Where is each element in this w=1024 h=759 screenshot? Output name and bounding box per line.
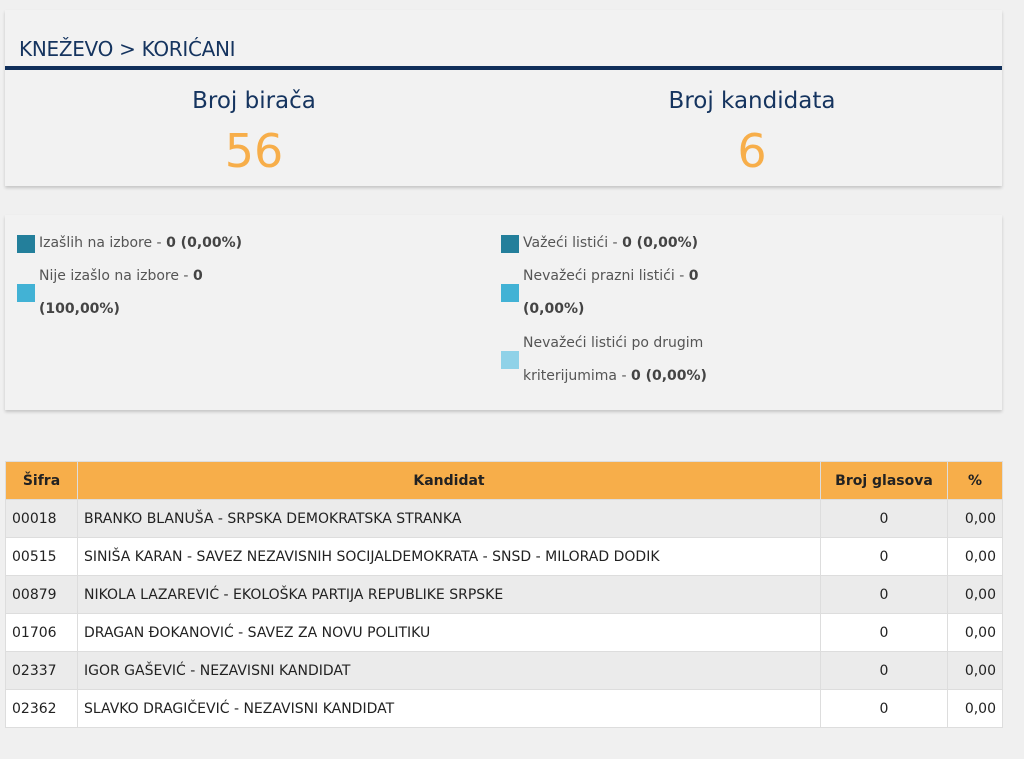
- cell-votes: 0: [820, 613, 948, 652]
- divider: [5, 66, 1002, 70]
- table-row: 00018 BRANKO BLANUŠA - SRPSKA DEMOKRATSKA…: [5, 499, 1003, 538]
- cell-percent: 0,00: [947, 537, 1003, 576]
- legend-label: Nevažeći listići po drugim kriterijumima…: [523, 335, 704, 384]
- legend-value: 0 (100,00%): [39, 268, 203, 317]
- col-code[interactable]: Šifra: [5, 461, 78, 500]
- legend-swatch: [501, 284, 519, 302]
- cell-code: 02362: [5, 689, 78, 728]
- legend-value: 0 (0,00%): [622, 235, 699, 251]
- cell-votes: 0: [820, 575, 948, 614]
- stat-label: Broj birača: [192, 88, 316, 114]
- cell-candidate: NIKOLA LAZAREVIĆ - EKOLOŠKA PARTIJA REPU…: [77, 575, 821, 614]
- legend-item: Nevažeći prazni listići - 0 (0,00%): [501, 260, 706, 326]
- legend-card: Izašlih na izbore - 0 (0,00%) Nije izašl…: [5, 215, 1002, 410]
- legend-value: 0 (0,00%): [630, 368, 707, 384]
- cell-percent: 0,00: [947, 651, 1003, 690]
- legend-label: Izašlih na izbore -: [39, 235, 167, 251]
- legend-label: Važeći listići -: [523, 235, 623, 251]
- cell-code: 01706: [5, 613, 78, 652]
- cell-candidate: DRAGAN ĐOKANOVIĆ - SAVEZ ZA NOVU POLITIK…: [77, 613, 821, 652]
- stat-value: 6: [737, 124, 767, 178]
- stat-voters: Broj birača 56: [5, 88, 503, 174]
- breadcrumb: KNEŽEVO > KORIĆANI: [19, 37, 236, 61]
- legend-item: Izašlih na izbore - 0 (0,00%): [17, 227, 267, 260]
- legend-value: 0 (0,00%): [523, 268, 699, 317]
- cell-votes: 0: [820, 537, 948, 576]
- legend-item: Nevažeći listići po drugim kriterijumima…: [501, 327, 731, 393]
- col-votes[interactable]: Broj glasova: [820, 461, 948, 500]
- cell-percent: 0,00: [947, 689, 1003, 728]
- cell-votes: 0: [820, 499, 948, 538]
- cell-code: 02337: [5, 651, 78, 690]
- cell-votes: 0: [820, 689, 948, 728]
- cell-code: 00879: [5, 575, 78, 614]
- cell-votes: 0: [820, 651, 948, 690]
- stat-label: Broj kandidata: [668, 88, 836, 114]
- stat-value: 56: [224, 124, 284, 178]
- table-row: 02362 SLAVKO DRAGIČEVIĆ - NEZAVISNI KANDI…: [5, 689, 1003, 728]
- cell-code: 00515: [5, 537, 78, 576]
- cell-percent: 0,00: [947, 613, 1003, 652]
- cell-candidate: IGOR GAŠEVIĆ - NEZAVISNI KANDIDAT: [77, 651, 821, 690]
- legend-label: Nevažeći prazni listići -: [523, 268, 689, 284]
- legend-swatch: [501, 351, 519, 369]
- table-row: 02337 IGOR GAŠEVIĆ - NEZAVISNI KANDIDAT 0 0…: [5, 651, 1003, 690]
- table-header: Šifra Kandidat Broj glasova %: [5, 461, 1003, 500]
- table-row: 00515 SINIŠA KARAN - SAVEZ NEZAVISNIH SOC…: [5, 537, 1003, 576]
- legend-value: 0 (0,00%): [166, 235, 243, 251]
- table-row: 00879 NIKOLA LAZAREVIĆ - EKOLOŠKA PARTIJA…: [5, 575, 1003, 614]
- cell-candidate: SLAVKO DRAGIČEVIĆ - NEZAVISNI KANDIDAT: [77, 689, 821, 728]
- stat-candidates: Broj kandidata 6: [503, 88, 1001, 174]
- legend-swatch: [501, 234, 519, 253]
- cell-candidate: SINIŠA KARAN - SAVEZ NEZAVISNIH SOCIJALD…: [77, 537, 821, 576]
- legend-swatch: [17, 234, 35, 253]
- legend-item: Nije izašlo na izbore - 0 (100,00%): [17, 260, 222, 326]
- cell-candidate: BRANKO BLANUŠA - SRPSKA DEMOKRATSKA STRA…: [77, 499, 821, 538]
- col-percent[interactable]: %: [947, 461, 1003, 500]
- cell-code: 00018: [5, 499, 78, 538]
- legend-label: Nije izašlo na izbore -: [39, 268, 193, 284]
- col-candidate[interactable]: Kandidat: [77, 461, 821, 500]
- results-table: Šifra Kandidat Broj glasova % 00018 BRANK…: [5, 461, 1003, 728]
- table-row: 01706 DRAGAN ĐOKANOVIĆ - SAVEZ ZA NOVU PO…: [5, 613, 1003, 652]
- cell-percent: 0,00: [947, 575, 1003, 614]
- summary-card: KNEŽEVO > KORIĆANI Broj birača 56 Broj k…: [5, 10, 1002, 186]
- legend-swatch: [17, 284, 35, 302]
- cell-percent: 0,00: [947, 499, 1003, 538]
- legend-item: Važeći listići - 0 (0,00%): [501, 227, 751, 260]
